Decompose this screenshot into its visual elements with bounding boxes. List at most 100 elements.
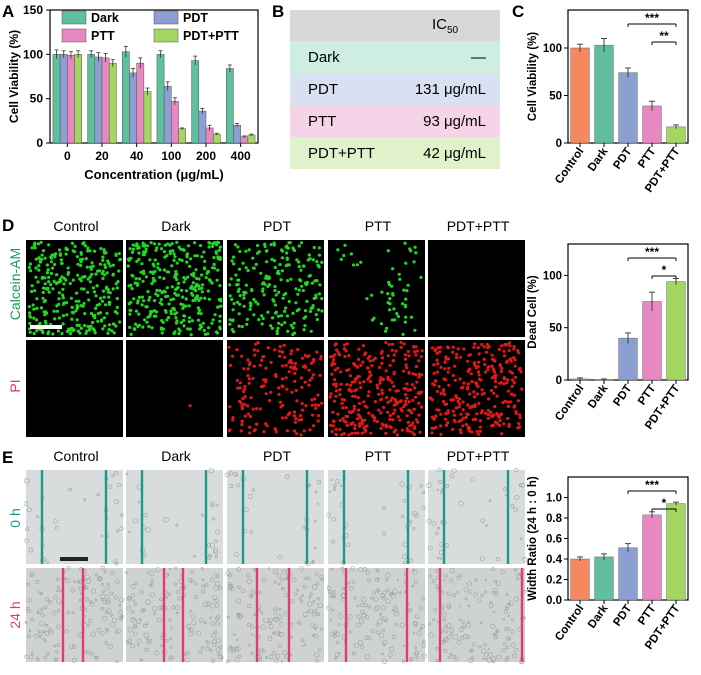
chart-d-xtick-label: PTT xyxy=(636,383,658,408)
cell-dot xyxy=(158,275,162,279)
chart-a-frame xyxy=(49,9,259,144)
cell-dot xyxy=(292,410,297,414)
cell-dot xyxy=(368,359,372,363)
cell-texture xyxy=(433,608,438,612)
cell-texture xyxy=(334,651,341,658)
cell-texture xyxy=(134,624,138,628)
cell-texture xyxy=(215,529,221,535)
cell-dot xyxy=(47,275,51,279)
cell-texture xyxy=(377,570,380,573)
chart-a-legend-swatch xyxy=(61,28,87,43)
cell-dot xyxy=(87,298,91,302)
cell-dot xyxy=(90,272,94,276)
cell-dot xyxy=(32,243,37,247)
cell-dot xyxy=(331,361,335,365)
cell-dot xyxy=(254,422,259,426)
cell-dot xyxy=(261,289,265,293)
cell-dot xyxy=(361,344,365,348)
cell-dot xyxy=(399,345,403,349)
cell-dot xyxy=(251,407,255,411)
cell-dot xyxy=(197,308,202,312)
cell-dot xyxy=(295,399,299,403)
cell-texture xyxy=(442,612,447,618)
cell-dot xyxy=(148,314,152,318)
cell-dot xyxy=(256,302,260,306)
cell-dot xyxy=(411,383,415,387)
ic50-row-label: PTT xyxy=(308,113,337,130)
cell-dot xyxy=(362,380,366,384)
cell-texture xyxy=(375,630,381,635)
cell-dot xyxy=(195,294,199,298)
cell-texture xyxy=(317,602,323,609)
cell-dot xyxy=(41,286,46,290)
scale-bar xyxy=(60,557,88,561)
cell-texture xyxy=(200,646,204,650)
cell-texture xyxy=(379,612,383,616)
cell-dot xyxy=(40,329,45,333)
cell-texture xyxy=(476,598,482,603)
cell-dot xyxy=(201,321,205,325)
cell-dot xyxy=(468,392,472,396)
cell-dot xyxy=(186,244,191,248)
cell-dot xyxy=(341,416,345,421)
cell-texture xyxy=(211,639,217,645)
scratch-tile xyxy=(26,568,123,662)
scratch-tiles xyxy=(23,467,528,665)
cell-dot xyxy=(276,271,280,275)
cell-dot xyxy=(285,387,289,391)
cell-dot xyxy=(28,315,32,319)
cell-dot xyxy=(407,371,411,375)
cell-dot xyxy=(414,251,418,255)
cell-texture xyxy=(24,620,28,624)
cell-texture xyxy=(307,483,311,487)
cell-texture xyxy=(381,652,384,656)
cell-texture xyxy=(104,640,108,645)
cell-texture xyxy=(175,523,179,527)
cell-dot xyxy=(235,283,239,287)
cell-texture xyxy=(168,617,173,622)
cell-dot xyxy=(132,327,136,331)
cell-dot xyxy=(157,242,161,246)
chart-a-bar xyxy=(136,62,145,144)
cell-dot xyxy=(136,246,140,250)
cell-texture xyxy=(421,643,427,648)
cell-texture xyxy=(226,659,230,664)
cell-texture xyxy=(48,600,52,604)
cell-texture xyxy=(494,592,498,596)
cell-dot xyxy=(443,417,448,421)
cell-dot xyxy=(160,331,164,335)
cell-texture xyxy=(500,569,505,575)
cell-texture xyxy=(171,605,176,610)
cell-texture xyxy=(502,641,507,646)
cell-dot xyxy=(292,321,296,325)
cell-dot xyxy=(137,312,141,316)
scale-bar xyxy=(30,325,62,329)
cell-dot xyxy=(160,302,164,306)
cell-dot xyxy=(305,299,309,303)
cell-dot xyxy=(200,286,204,290)
cell-texture xyxy=(203,601,209,608)
cell-dot xyxy=(237,287,241,291)
cell-texture xyxy=(409,519,413,523)
cell-texture xyxy=(85,578,92,584)
cell-dot xyxy=(162,276,166,281)
cell-texture xyxy=(280,577,285,582)
cell-texture xyxy=(102,615,108,621)
cell-dot xyxy=(238,386,242,390)
cell-texture xyxy=(213,548,218,553)
cell-texture xyxy=(64,629,69,634)
cell-dot xyxy=(153,314,157,318)
cell-dot xyxy=(285,314,289,318)
cell-texture xyxy=(415,656,419,660)
cell-dot xyxy=(398,418,402,422)
cell-dot xyxy=(296,347,300,352)
cell-texture xyxy=(496,581,501,587)
cell-dot xyxy=(156,262,160,266)
cell-dot xyxy=(290,349,294,353)
cell-dot xyxy=(336,412,340,416)
cell-texture xyxy=(213,630,218,634)
cell-dot xyxy=(487,397,491,401)
cell-texture xyxy=(201,578,205,582)
cell-dot xyxy=(107,323,112,327)
cell-texture xyxy=(236,483,241,488)
